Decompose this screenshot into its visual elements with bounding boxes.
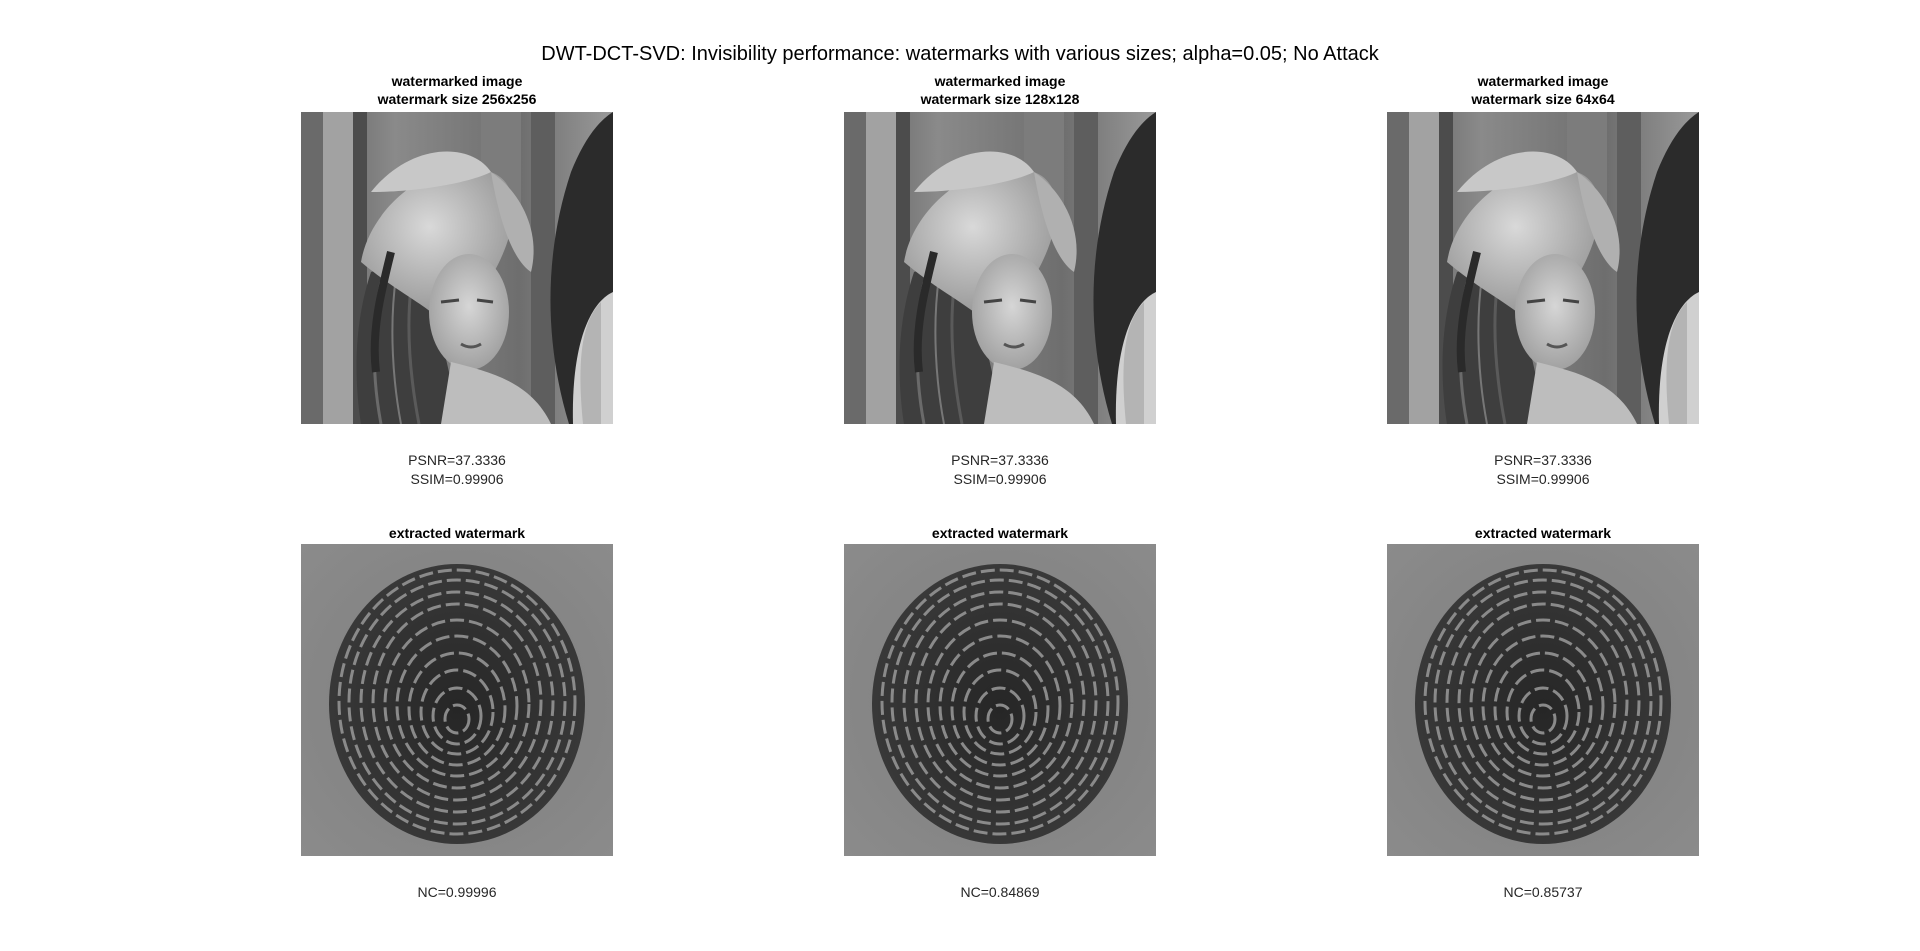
panel-title: extracted watermark — [931, 525, 1069, 541]
extracted-fingerprint-image — [1387, 544, 1699, 856]
panel-title: extracted watermark — [388, 525, 526, 541]
extracted-fingerprint-image — [844, 544, 1156, 856]
watermarked-image — [844, 112, 1156, 424]
panel-title-line1: watermarked image — [934, 73, 1066, 89]
nc-label: NC=0.99996 — [417, 884, 497, 900]
ssim-label: SSIM=0.99906 — [1496, 471, 1590, 487]
psnr-label: PSNR=37.3336 — [1494, 452, 1592, 468]
nc-label: NC=0.85737 — [1503, 884, 1583, 900]
watermarked-panel-256: watermarked image watermark size 256x256… — [301, 72, 613, 487]
panel-title-line1: watermarked image — [391, 73, 523, 89]
extracted-panel-128: extracted watermark NC=0.84869 — [844, 524, 1156, 900]
watermarked-panel-64: watermarked image watermark size 64x64 P… — [1387, 72, 1699, 487]
panel-title-line2: watermark size 128x128 — [920, 91, 1080, 107]
panel-title-line2: watermark size 256x256 — [377, 91, 537, 107]
panel-title: extracted watermark — [1474, 525, 1612, 541]
figure-title: DWT-DCT-SVD: Invisibility performance: w… — [541, 43, 1379, 65]
watermarked-image — [1387, 112, 1699, 424]
panel-title-line1: watermarked image — [1477, 73, 1609, 89]
ssim-label: SSIM=0.99906 — [953, 471, 1047, 487]
psnr-label: PSNR=37.3336 — [951, 452, 1049, 468]
extracted-fingerprint-image — [301, 544, 613, 856]
watermarked-image — [301, 112, 613, 424]
extracted-panel-64: extracted watermark NC=0.85737 — [1387, 524, 1699, 900]
extracted-panel-256: extracted watermark NC=0.99996 — [301, 524, 613, 900]
watermarked-panel-128: watermarked image watermark size 128x128… — [844, 72, 1156, 487]
panel-title-line2: watermark size 64x64 — [1471, 91, 1615, 107]
ssim-label: SSIM=0.99906 — [410, 471, 504, 487]
psnr-label: PSNR=37.3336 — [408, 452, 506, 468]
nc-label: NC=0.84869 — [960, 884, 1040, 900]
